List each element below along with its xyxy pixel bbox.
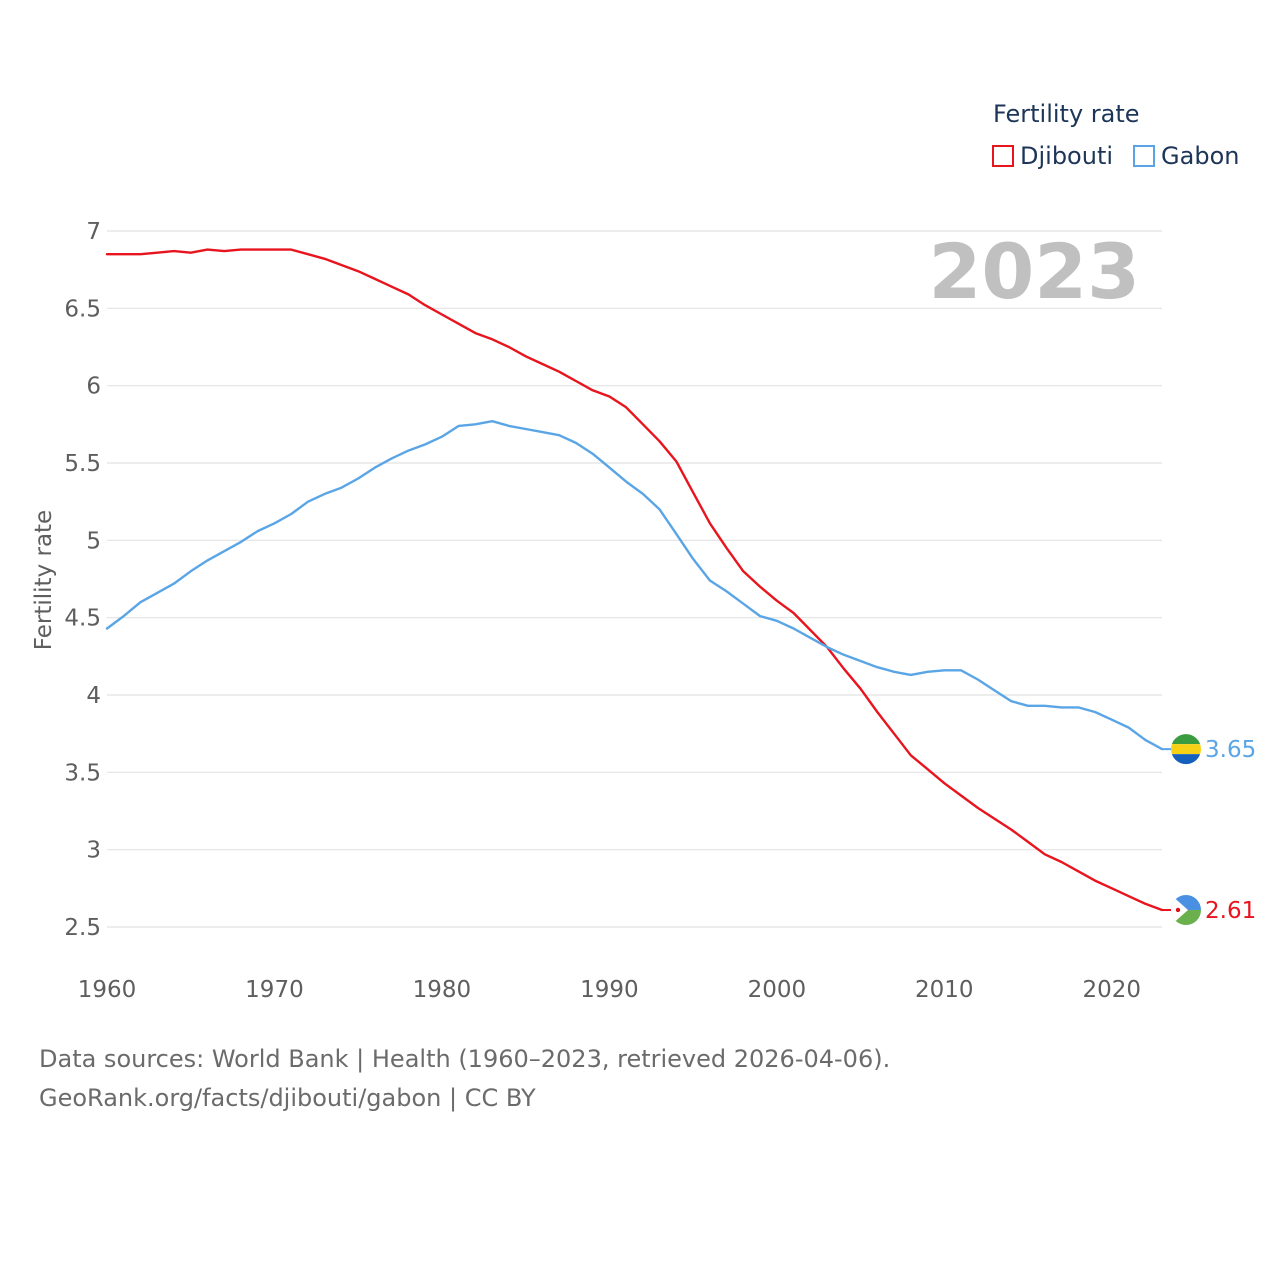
djibouti-flag-icon xyxy=(1171,894,1201,925)
series-line-djibouti xyxy=(105,248,1164,912)
series-line-gabon xyxy=(105,420,1164,751)
x-tick-label: 2000 xyxy=(748,977,807,1003)
legend-title: Fertility rate xyxy=(993,100,1140,128)
x-tick-label: 1990 xyxy=(580,977,639,1003)
y-tick-label: 5.5 xyxy=(64,451,101,477)
legend-item-gabon[interactable]: Gabon xyxy=(1133,142,1239,170)
end-value-label-gabon: 3.65 xyxy=(1205,737,1256,763)
x-tick-label: 2020 xyxy=(1082,977,1141,1003)
y-tick-label: 7 xyxy=(86,219,101,245)
y-tick-label: 3 xyxy=(86,838,101,864)
y-tick-label: 6.5 xyxy=(64,296,101,322)
y-tick-label: 2.5 xyxy=(64,915,101,941)
x-tick-label: 1980 xyxy=(413,977,472,1003)
y-tick-label: 3.5 xyxy=(64,760,101,786)
legend: Djibouti Gabon xyxy=(992,142,1259,170)
legend-label-djibouti: Djibouti xyxy=(1020,142,1114,170)
legend-swatch-djibouti xyxy=(992,145,1014,167)
y-axis-label: Fertility rate xyxy=(31,510,57,650)
year-watermark: 2023 xyxy=(928,227,1140,316)
y-tick-label: 6 xyxy=(86,374,101,400)
legend-label-gabon: Gabon xyxy=(1161,142,1240,170)
legend-swatch-gabon xyxy=(1133,145,1156,167)
x-tick-label: 1970 xyxy=(245,977,304,1003)
x-tick-label: 2010 xyxy=(915,977,974,1003)
x-tick-label: 1960 xyxy=(78,977,137,1003)
y-tick-label: 4 xyxy=(86,683,101,709)
legend-item-djibouti[interactable]: Djibouti xyxy=(992,142,1113,170)
attribution-link[interactable]: GeoRank.org/facts/djibouti/gabon | CC BY xyxy=(39,1084,536,1112)
data-source-text: Data sources: World Bank | Health (1960–… xyxy=(39,1045,891,1073)
y-tick-label: 5 xyxy=(86,528,101,554)
gabon-flag-icon xyxy=(1171,734,1201,765)
y-tick-label: 4.5 xyxy=(64,606,101,632)
end-value-label-djibouti: 2.61 xyxy=(1205,898,1256,924)
